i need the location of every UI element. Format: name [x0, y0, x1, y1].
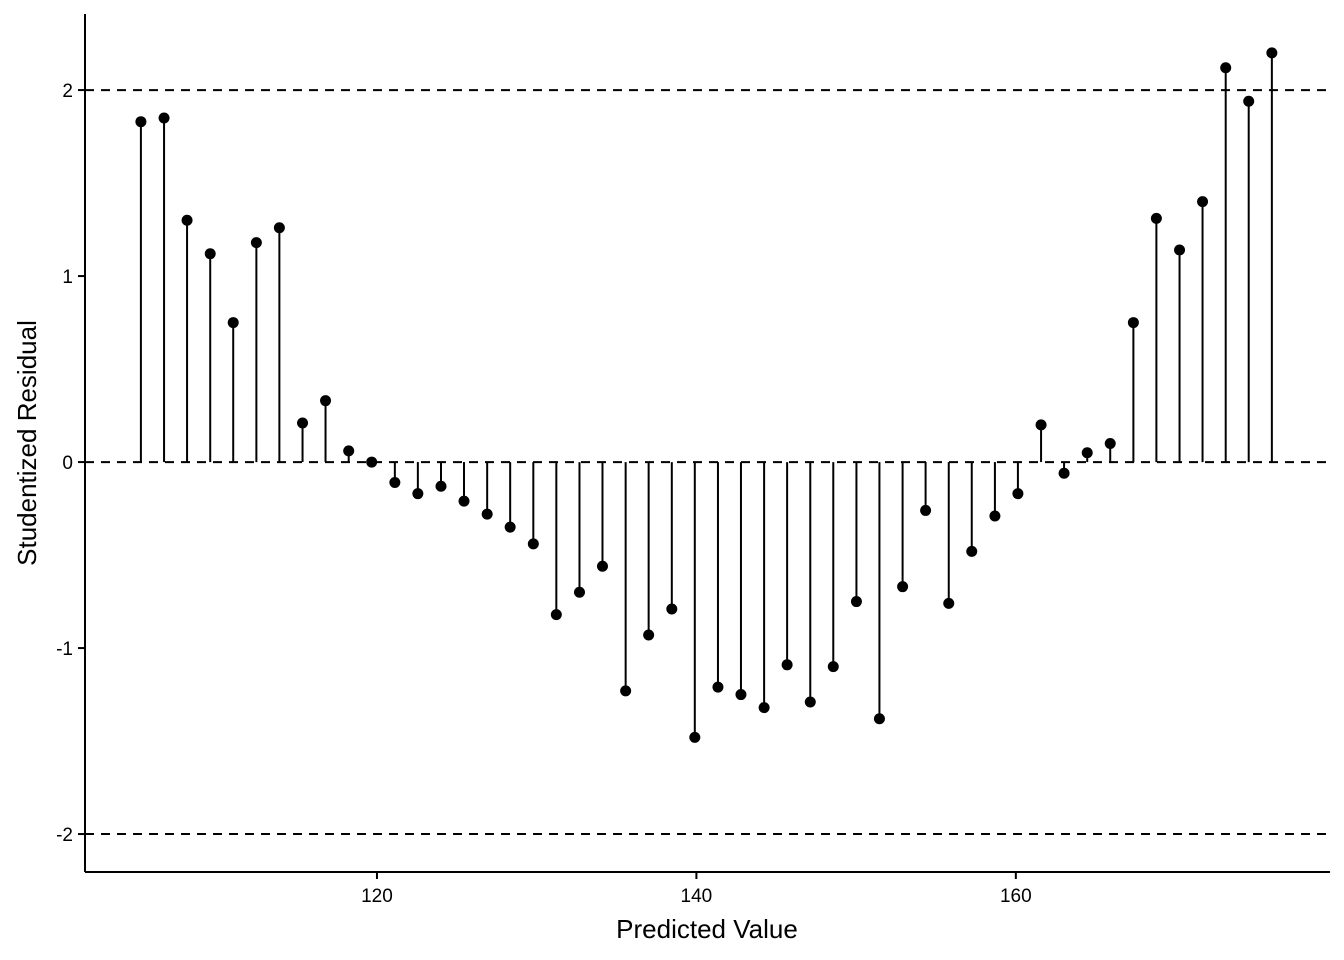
point — [1220, 62, 1232, 74]
point — [320, 395, 332, 407]
point — [1150, 212, 1162, 224]
point — [1127, 317, 1139, 329]
point — [1035, 419, 1047, 431]
point — [435, 480, 447, 492]
y-axis-title: Studentized Residual — [12, 320, 42, 566]
point — [389, 477, 401, 489]
y-tick-label: 0 — [62, 453, 73, 474]
point — [550, 609, 562, 621]
point — [504, 521, 516, 533]
point — [1243, 95, 1255, 107]
point — [850, 596, 862, 608]
point — [712, 681, 724, 693]
y-tick-label: 2 — [62, 81, 73, 102]
point — [573, 586, 585, 598]
point — [297, 417, 309, 429]
point — [1266, 47, 1278, 59]
point — [1197, 196, 1209, 208]
point — [827, 661, 839, 673]
point — [943, 597, 955, 609]
x-tick-label: 120 — [361, 886, 393, 907]
y-tick-label: 1 — [62, 267, 73, 288]
point — [643, 629, 655, 641]
point — [1012, 488, 1024, 500]
point — [158, 112, 170, 124]
y-tick-label: -1 — [56, 639, 73, 660]
point — [735, 689, 747, 701]
point — [250, 237, 262, 249]
point — [1081, 447, 1093, 459]
y-tick-label: -2 — [56, 825, 73, 846]
point — [481, 508, 493, 520]
x-tick-label: 160 — [1000, 886, 1032, 907]
point — [458, 495, 470, 507]
point — [897, 581, 909, 593]
point — [873, 713, 885, 725]
point — [1058, 467, 1070, 479]
point — [758, 702, 770, 714]
x-tick-label: 140 — [681, 886, 713, 907]
point — [920, 504, 932, 516]
point — [966, 545, 978, 557]
point — [596, 560, 608, 572]
point — [689, 731, 701, 743]
point — [527, 538, 539, 550]
x-axis-title: Predicted Value — [616, 914, 798, 944]
point — [1174, 244, 1186, 256]
point — [1104, 437, 1116, 449]
point — [181, 214, 193, 226]
point — [804, 696, 816, 708]
point — [204, 248, 216, 260]
point — [412, 488, 424, 500]
point — [989, 510, 1001, 522]
point — [366, 456, 378, 468]
point — [620, 685, 632, 697]
point — [343, 445, 355, 457]
point — [227, 317, 239, 329]
point — [781, 659, 793, 671]
point — [135, 116, 147, 128]
point — [666, 603, 678, 615]
point — [273, 222, 285, 234]
